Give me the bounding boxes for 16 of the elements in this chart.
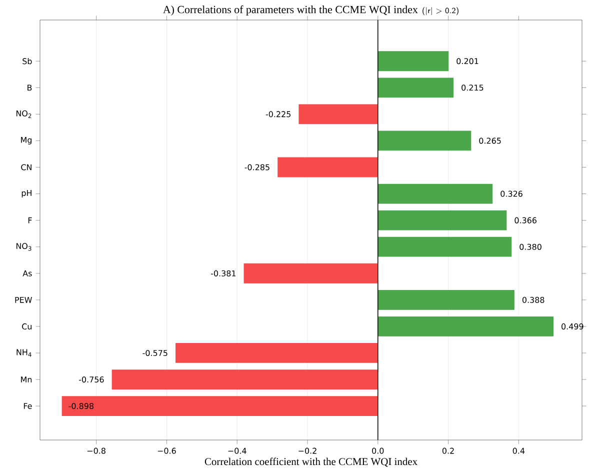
bar xyxy=(378,210,507,230)
bar xyxy=(378,78,454,98)
bar xyxy=(278,157,378,178)
bar xyxy=(378,316,554,336)
bar xyxy=(62,396,378,416)
bar xyxy=(378,184,493,204)
bar xyxy=(244,263,378,284)
bar xyxy=(378,236,512,257)
bar xyxy=(298,104,378,124)
x-axis-title: Correlation coefficient with the CCME WQI index xyxy=(204,458,418,467)
bar xyxy=(378,51,449,72)
bar xyxy=(378,130,472,151)
bar xyxy=(378,290,514,310)
chart-title: A) Correlations of parameters with the CCME WQI index xyxy=(162,5,418,16)
bar xyxy=(176,343,378,363)
bar xyxy=(112,370,378,390)
